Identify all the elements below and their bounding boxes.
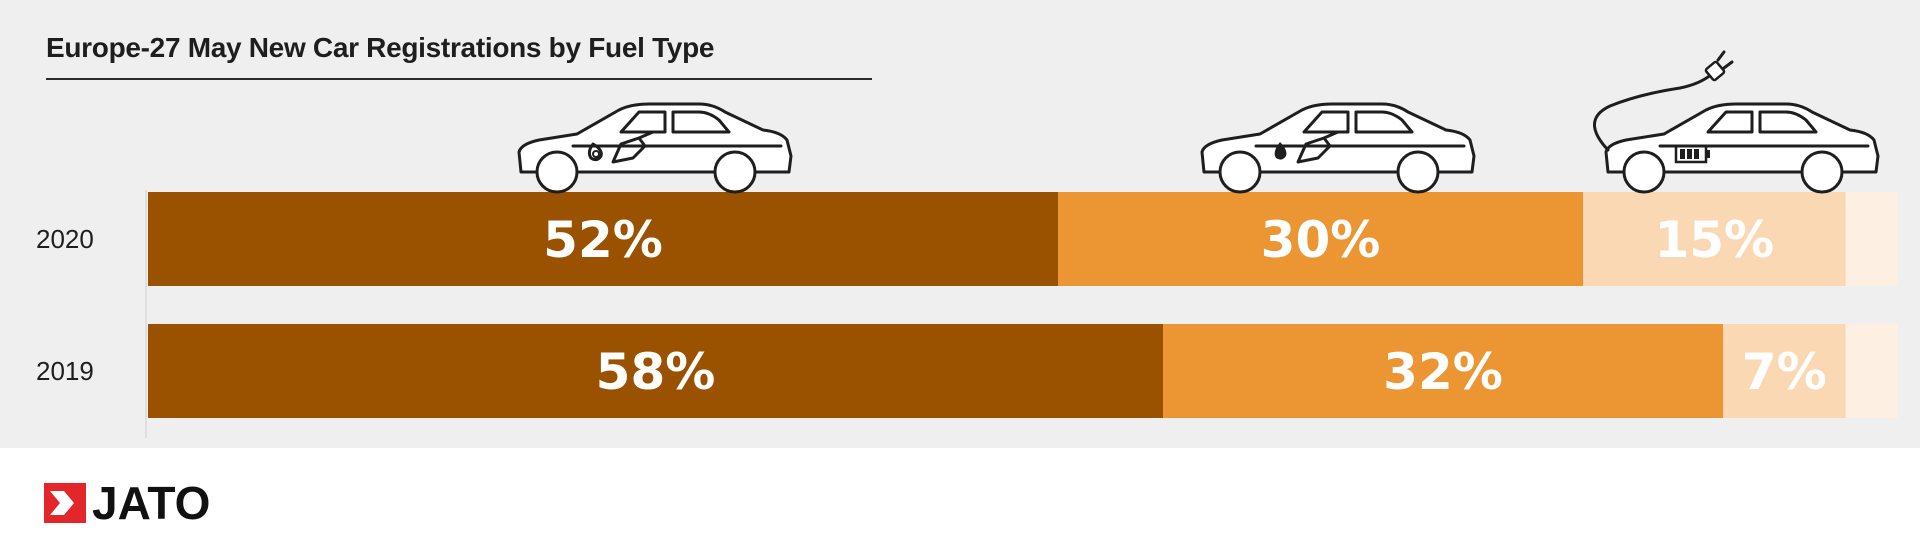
bar-2019-segment-2 <box>1163 324 1723 418</box>
data-label-2020-segment-3: 15% <box>1654 211 1774 269</box>
data-label-2019-segment-2: 32% <box>1383 343 1503 401</box>
bar-2020-segment-4 <box>1845 192 1898 286</box>
bar-2019-segment-1 <box>148 324 1163 418</box>
title-underline <box>46 78 872 80</box>
jato-logo-text: JATO <box>92 477 211 529</box>
bar-2019-segment-4 <box>1845 324 1898 418</box>
data-label-2020-segment-2: 30% <box>1261 211 1381 269</box>
diesel-car-icon <box>1200 102 1476 194</box>
chart-area: 52% 30% 15% 58% 32% 7% 2020 2019 <box>36 50 1898 438</box>
electrified-car-icon <box>1593 50 1880 194</box>
bars-group: 52% 30% 15% 58% 32% 7% <box>148 192 1898 418</box>
jato-logo-mark <box>44 483 86 523</box>
petrol-car-icon <box>517 102 793 194</box>
data-label-2019-segment-1: 58% <box>596 343 716 401</box>
year-labels-group: 2020 2019 <box>36 224 94 386</box>
data-label-2020-segment-1: 52% <box>543 211 663 269</box>
year-label-2020: 2020 <box>36 224 94 254</box>
jato-logo: JATO <box>44 478 210 528</box>
year-label-2019: 2019 <box>36 356 94 386</box>
bar-2020-segment-2 <box>1058 192 1583 286</box>
bar-2020-segment-1 <box>148 192 1058 286</box>
chart-title: Europe-27 May New Car Registrations by F… <box>46 32 715 63</box>
bar-2019-segment-3 <box>1723 324 1846 418</box>
data-label-2019-segment-3: 7% <box>1742 343 1827 401</box>
bar-2020-segment-3 <box>1583 192 1846 286</box>
